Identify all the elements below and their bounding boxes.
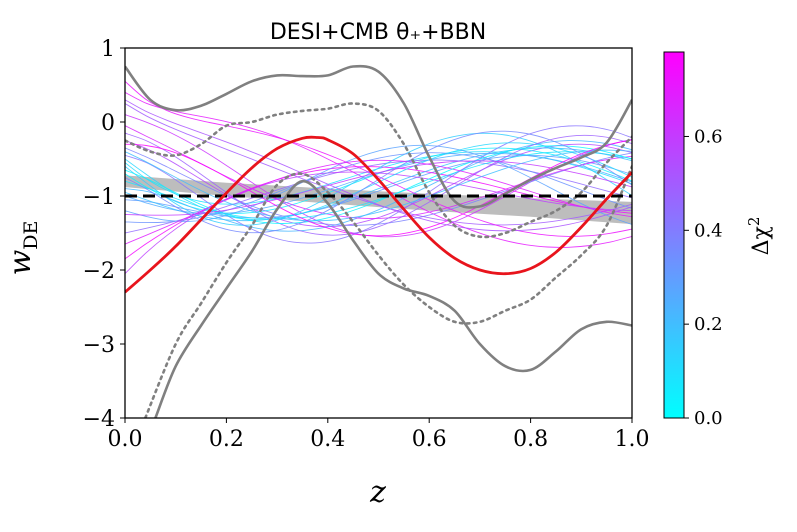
y-axis-label-sub: DE xyxy=(20,221,42,250)
solid-bound-1 xyxy=(125,64,632,209)
chart-title: DESI+CMB θ₊+BBN xyxy=(270,20,486,45)
best-fit-layer xyxy=(125,135,632,294)
dotted-bound-1 xyxy=(125,102,632,239)
sample-curve-11 xyxy=(125,132,632,226)
colorbar-tick-label: 0.0 xyxy=(694,408,723,429)
sample-curve-18 xyxy=(125,147,632,222)
solid-bound-2 xyxy=(154,179,632,418)
bound-curves xyxy=(125,64,632,418)
x-tick-label: 0.2 xyxy=(209,427,244,452)
x-tick-label: 0.6 xyxy=(412,427,447,452)
y-axis-label-main: w xyxy=(3,249,38,275)
sample-curve-29 xyxy=(125,149,632,222)
colorbar xyxy=(663,51,685,419)
sample-curve-26 xyxy=(125,99,632,232)
sample-curve-30 xyxy=(125,139,632,237)
svg-text:Δχ2: Δχ2 xyxy=(745,217,774,256)
best-fit-curve xyxy=(125,135,632,294)
sample-curve-17 xyxy=(125,125,632,244)
colorbar-label-sup: 2 xyxy=(745,217,763,227)
sample-curve-9 xyxy=(125,147,632,226)
colorbar-ticks: 0.0 0.2 0.4 0.6 xyxy=(684,126,723,429)
sample-curve-13 xyxy=(125,144,632,225)
sample-curve-4 xyxy=(125,91,632,248)
y-tick-label: 0 xyxy=(101,111,115,136)
y-axis-label: wDE xyxy=(3,221,42,276)
x-tick-label: 0.8 xyxy=(513,427,548,452)
sample-curve-20 xyxy=(125,152,632,224)
colorbar-tick-label: 0.4 xyxy=(694,220,723,241)
sample-curve-8 xyxy=(125,140,632,232)
dotted-bound-2 xyxy=(144,165,632,418)
colorbar-label: Δχ2 xyxy=(745,217,774,256)
sample-curve-22 xyxy=(125,132,632,236)
x-tick-label: 1.0 xyxy=(615,427,650,452)
y-tick-label: 1 xyxy=(101,37,115,62)
y-tick-label: −1 xyxy=(83,185,115,210)
sample-curve-10 xyxy=(125,166,632,260)
colorbar-tick-label: 0.2 xyxy=(694,314,723,335)
x-tick-label: 0.0 xyxy=(108,427,143,452)
x-axis-label: z xyxy=(369,475,386,510)
y-axis: 1 0 −1 −2 −3 −4 xyxy=(83,37,125,432)
y-tick-label: −3 xyxy=(83,333,115,358)
y-tick-label: −2 xyxy=(83,259,115,284)
x-tick-label: 0.4 xyxy=(310,427,345,452)
colorbar-label-main: Δχ xyxy=(749,226,774,255)
y-tick-label: −4 xyxy=(83,407,115,432)
colorbar-tick-label: 0.6 xyxy=(694,126,723,147)
x-axis: 0.0 0.2 0.4 0.6 0.8 1.0 xyxy=(108,418,650,452)
plot-area xyxy=(125,64,632,418)
plot-frame xyxy=(124,47,633,419)
sample-curve-25 xyxy=(125,145,632,224)
sample-curve-12 xyxy=(125,103,632,226)
sample-curve-19 xyxy=(125,80,632,237)
sample-curve-23 xyxy=(125,152,632,215)
svg-text:wDE: wDE xyxy=(3,221,42,276)
